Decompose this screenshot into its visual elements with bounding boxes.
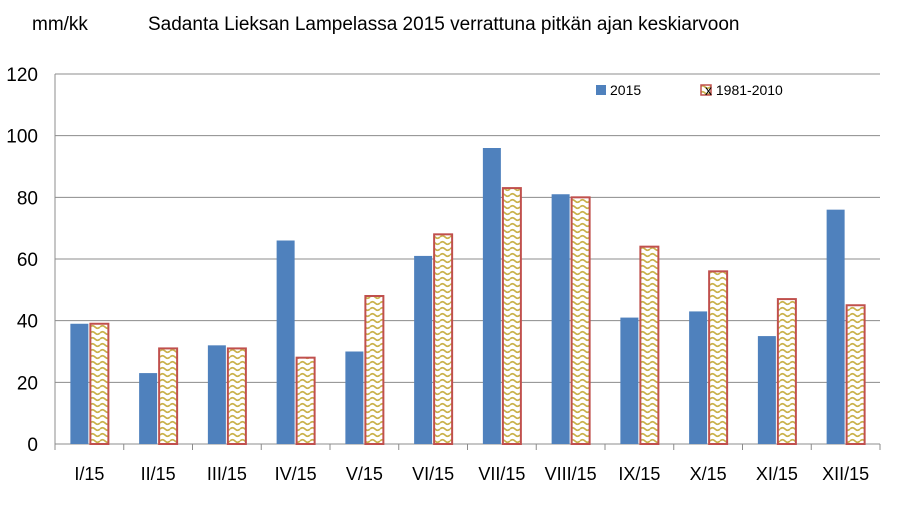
- y-tick-label: 60: [17, 250, 38, 271]
- bar-2015: [139, 373, 158, 444]
- legend-swatch-1981-2010: [700, 84, 712, 96]
- y-tick-label: 0: [27, 435, 38, 456]
- bar-1981-2010: [845, 304, 866, 445]
- bar-1981-2010: [158, 347, 179, 445]
- bar-2015: [757, 336, 776, 444]
- bar-1981-2010: [295, 356, 316, 445]
- bar-2015: [207, 345, 226, 444]
- x-tick-label: II/15: [141, 464, 176, 484]
- bar-2015: [70, 323, 89, 444]
- y-tick-label: 40: [17, 312, 38, 333]
- gridlines: [54, 73, 881, 450]
- bar-1981-2010: [570, 196, 591, 445]
- legend-label-1981-2010: x 1981-2010: [705, 82, 783, 98]
- legend-label-2015: 2015: [610, 82, 641, 98]
- bar-2015: [620, 317, 639, 444]
- y-tick-label: 100: [6, 127, 38, 148]
- x-tick-label: V/15: [346, 464, 383, 484]
- x-tick-label: IV/15: [275, 464, 317, 484]
- x-tick-label: IX/15: [618, 464, 660, 484]
- x-tick-label: I/15: [74, 464, 104, 484]
- bar-1981-2010: [364, 295, 385, 445]
- bar-2015: [826, 209, 845, 444]
- y-axis-label: mm/kk: [32, 14, 88, 35]
- y-tick-label: 80: [17, 188, 38, 209]
- y-tick-label: 120: [6, 65, 38, 86]
- x-tick-label: X/15: [690, 464, 727, 484]
- bar-2015: [414, 255, 433, 444]
- x-tick-label: XI/15: [756, 464, 798, 484]
- x-tick-label: III/15: [207, 464, 247, 484]
- x-tick-label: VI/15: [412, 464, 454, 484]
- bar-2015: [551, 194, 570, 444]
- bar-2015: [689, 311, 708, 444]
- chart-title: Sadanta Lieksan Lampelassa 2015 verrattu…: [148, 14, 740, 35]
- bar-1981-2010: [776, 298, 797, 446]
- legend: 2015 x 1981-2010: [596, 82, 783, 98]
- bar-2015: [482, 148, 501, 444]
- legend-swatch-2015: [596, 85, 606, 95]
- bar-2015: [345, 351, 364, 444]
- x-tick-label: VIII/15: [545, 464, 597, 484]
- bar-1981-2010: [226, 347, 247, 445]
- bar-1981-2010: [708, 270, 729, 446]
- bar-1981-2010: [89, 322, 110, 445]
- x-tick-label: VII/15: [478, 464, 525, 484]
- bar-1981-2010: [639, 245, 660, 445]
- y-tick-label: 20: [17, 373, 38, 394]
- bar-2015: [276, 240, 295, 444]
- bar-1981-2010: [433, 233, 454, 445]
- y-tick-labels: 0 20 40 60 80 100 120: [6, 65, 38, 456]
- x-tick-label: XII/15: [822, 464, 869, 484]
- bars: [70, 148, 866, 446]
- x-tick-labels: I/15 II/15 III/15 IV/15 V/15 VI/15 VII/15 VIII/…: [74, 464, 869, 484]
- bar-1981-2010: [501, 187, 522, 445]
